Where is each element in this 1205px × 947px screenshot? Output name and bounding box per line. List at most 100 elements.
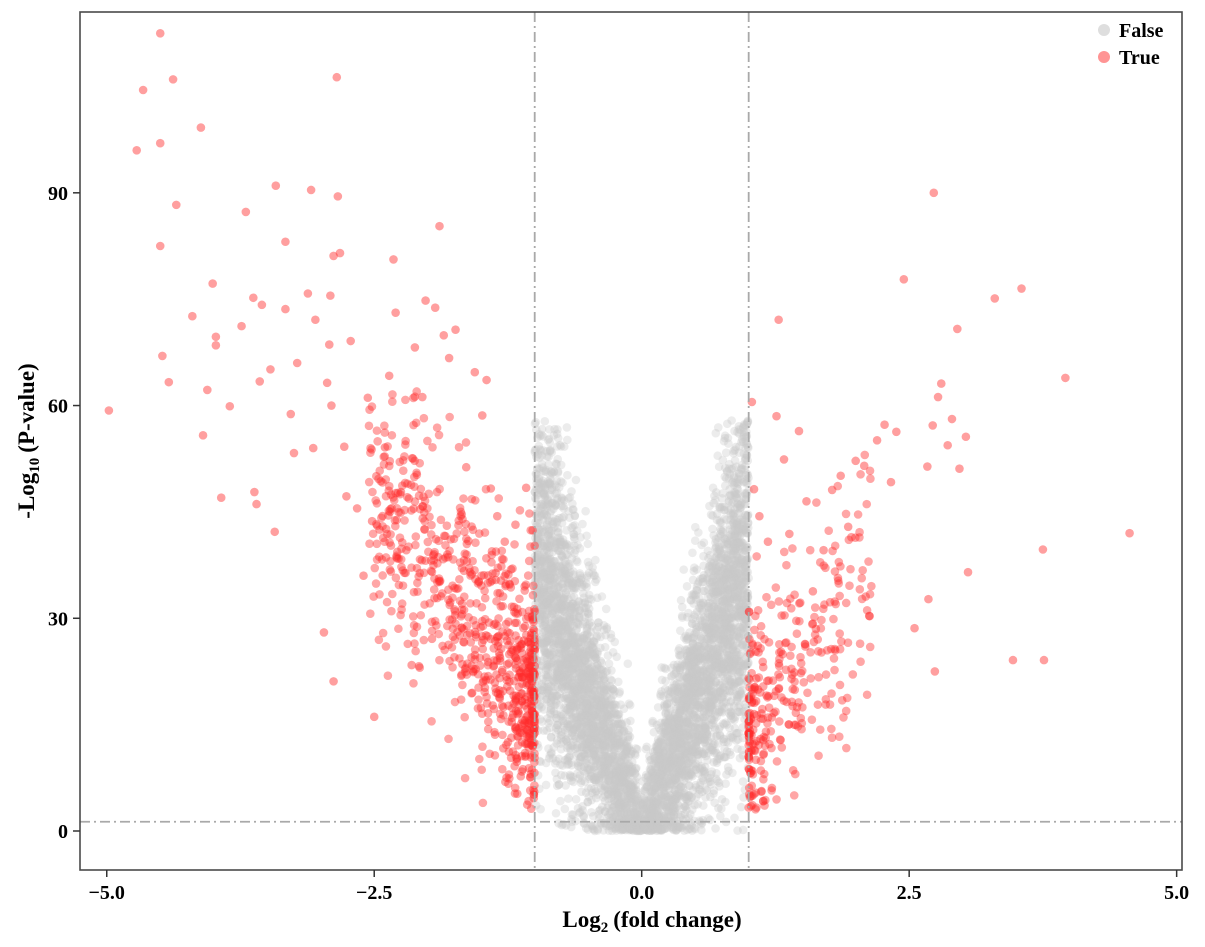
point-false	[676, 737, 685, 747]
point-false	[595, 685, 605, 695]
point-false	[742, 528, 752, 538]
point-false	[705, 679, 714, 689]
point-false	[574, 596, 584, 606]
point-false	[711, 731, 721, 741]
point-false	[568, 521, 578, 531]
point-false	[576, 707, 585, 716]
point-false	[626, 749, 636, 759]
point-false	[657, 791, 666, 801]
point-false	[683, 723, 693, 733]
point-false	[705, 681, 715, 690]
point-false	[598, 751, 608, 760]
point-false	[691, 739, 701, 748]
point-false	[665, 750, 675, 759]
point-false	[685, 690, 695, 700]
point-false	[673, 799, 682, 808]
point-false	[608, 685, 618, 694]
point-false	[719, 682, 728, 692]
point-false	[563, 470, 572, 480]
point-false	[596, 745, 605, 754]
point-false	[537, 480, 547, 489]
point-false	[730, 678, 740, 688]
point-false	[643, 771, 653, 781]
point-false	[704, 629, 714, 638]
point-false	[743, 659, 753, 669]
point-false	[584, 708, 594, 718]
point-false	[739, 706, 749, 716]
point-false	[578, 637, 587, 647]
point-false	[664, 803, 674, 812]
point-false	[666, 705, 675, 714]
point-false	[565, 621, 575, 631]
point-false	[572, 769, 582, 778]
point-false	[703, 573, 712, 583]
point-false	[537, 679, 547, 689]
point-false	[723, 433, 733, 443]
point-false	[575, 678, 584, 687]
point-false	[550, 543, 559, 552]
point-false	[640, 813, 650, 823]
point-false	[550, 709, 560, 719]
point-false	[565, 513, 574, 522]
point-false	[682, 582, 692, 591]
point-false	[535, 445, 544, 454]
point-false	[673, 767, 683, 776]
point-false	[538, 482, 547, 492]
point-false	[543, 634, 553, 644]
point-false	[737, 463, 746, 473]
point-false	[680, 730, 690, 740]
point-false	[628, 785, 638, 795]
point-false	[546, 506, 556, 516]
point-false	[712, 509, 722, 519]
point-false	[714, 778, 724, 788]
point-false	[569, 683, 579, 692]
point-false	[687, 741, 697, 750]
point-false	[681, 701, 691, 711]
point-false	[718, 527, 727, 536]
point-false	[726, 730, 735, 740]
point-false	[664, 775, 674, 784]
point-false	[726, 664, 735, 674]
point-false	[699, 667, 709, 677]
point-false	[638, 823, 647, 833]
point-false	[668, 745, 678, 754]
point-false	[634, 800, 644, 810]
point-false	[561, 650, 571, 660]
point-false	[547, 629, 556, 639]
point-false	[541, 758, 551, 768]
point-false	[543, 599, 553, 608]
point-false	[705, 654, 714, 663]
point-false	[692, 676, 701, 685]
point-false	[542, 446, 551, 456]
point-false	[550, 480, 560, 489]
point-false	[610, 796, 619, 806]
point-false	[732, 604, 742, 614]
point-false	[705, 696, 714, 706]
point-false	[735, 687, 745, 696]
point-false	[719, 703, 729, 712]
point-false	[647, 814, 657, 823]
point-false	[539, 705, 549, 714]
point-false	[602, 712, 611, 722]
point-false	[580, 819, 589, 829]
point-false	[555, 615, 564, 625]
point-false	[726, 711, 735, 720]
point-false	[621, 754, 630, 763]
point-false	[687, 805, 697, 814]
point-false	[673, 744, 683, 753]
point-false	[637, 826, 646, 835]
point-false	[590, 750, 599, 760]
point-false	[666, 672, 676, 681]
point-false	[568, 664, 578, 674]
point-false	[537, 511, 546, 520]
point-false	[551, 727, 561, 737]
point-false	[566, 771, 575, 781]
point-false	[673, 768, 683, 777]
point-false	[733, 556, 743, 565]
point-false	[733, 479, 743, 489]
point-false	[675, 739, 684, 748]
point-false	[617, 735, 627, 745]
point-false	[671, 825, 681, 835]
point-false	[696, 632, 706, 641]
point-false	[713, 643, 723, 653]
